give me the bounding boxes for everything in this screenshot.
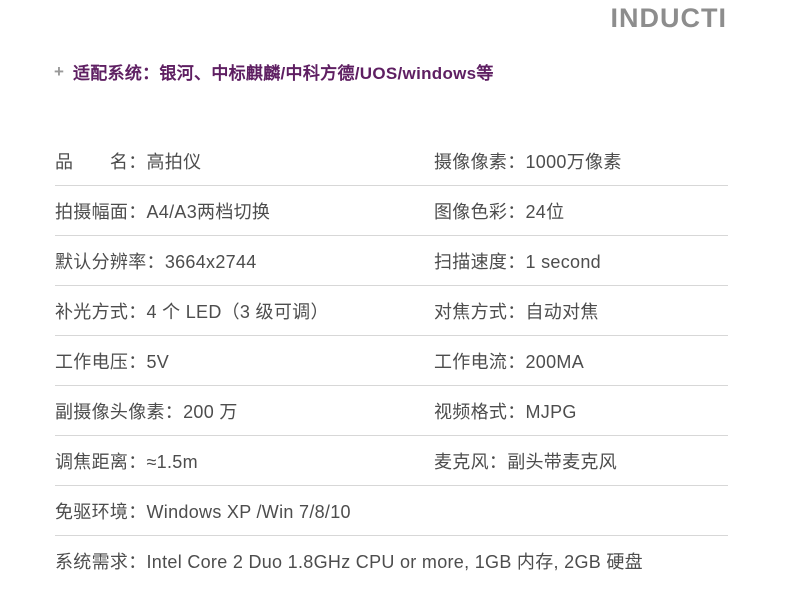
spec-value: 200MA xyxy=(525,351,585,372)
spec-cell-secondary-camera: 副摄像头像素：200 万 xyxy=(55,398,434,424)
spec-row-voltage: 工作电压：5V 工作电流：200MA xyxy=(55,336,728,386)
spec-value: ≈1.5m xyxy=(146,451,198,472)
spec-label: 默认分辨率： xyxy=(55,251,165,272)
spec-cell-driver-free-env: 免驱环境：Windows XP /Win 7/8/10 xyxy=(55,498,728,524)
spec-value: 自动对焦 xyxy=(525,301,599,322)
spec-label: 品 名： xyxy=(55,151,147,172)
spec-label: 调焦距离： xyxy=(55,451,147,472)
spec-label: 免驱环境： xyxy=(55,501,147,522)
compatible-systems-text: 适配系统：银河、中标麒麟/中科方德/UOS/windows等 xyxy=(72,64,494,83)
spec-value: Intel Core 2 Duo 1.8GHz CPU or more, 1GB… xyxy=(146,552,643,572)
spec-label: 对焦方式： xyxy=(434,301,526,322)
spec-label: 副摄像头像素： xyxy=(55,401,184,422)
spec-cell-current: 工作电流：200MA xyxy=(434,348,728,374)
spec-row-capture-size: 拍摄幅面：A4/A3两档切换 图像色彩：24位 xyxy=(55,186,728,236)
spec-cell-focus-distance: 调焦距离：≈1.5m xyxy=(55,448,434,474)
spec-row-secondary-camera: 副摄像头像素：200 万 视频格式：MJPG xyxy=(55,386,728,436)
spec-label: 拍摄幅面： xyxy=(55,201,147,222)
spec-value: 1 second xyxy=(525,251,601,272)
spec-value: A4/A3两档切换 xyxy=(146,201,271,222)
spec-cell-scan-speed: 扫描速度：1 second xyxy=(434,248,728,274)
brand-watermark: INDUCTI xyxy=(610,3,727,33)
spec-row-resolution: 默认分辨率：3664x2744 扫描速度：1 second xyxy=(55,236,728,286)
spec-cell-resolution: 默认分辨率：3664x2744 xyxy=(55,248,434,274)
spec-value: 5V xyxy=(146,351,170,372)
spec-row-product-name: 品 名：高拍仪 摄像像素：1000万像素 xyxy=(55,136,728,186)
spec-value: 副头带麦克风 xyxy=(507,451,618,472)
spec-cell-color-depth: 图像色彩：24位 xyxy=(434,198,728,224)
spec-row-system-requirements: 系统需求：Intel Core 2 Duo 1.8GHz CPU or more… xyxy=(55,536,728,586)
spec-cell-video-format: 视频格式：MJPG xyxy=(434,398,728,424)
spec-row-driver-free-env: 免驱环境：Windows XP /Win 7/8/10 xyxy=(55,486,728,536)
spec-cell-product-name: 品 名：高拍仪 xyxy=(55,148,434,174)
spec-cell-system-requirements: 系统需求：Intel Core 2 Duo 1.8GHz CPU or more… xyxy=(55,548,728,574)
spec-label: 补光方式： xyxy=(55,301,147,322)
plus-icon: + xyxy=(54,62,64,81)
spec-label: 工作电压： xyxy=(55,351,147,372)
spec-label: 工作电流： xyxy=(434,351,526,372)
spec-cell-fill-light: 补光方式：4 个 LED（3 级可调） xyxy=(55,298,434,324)
spec-value: 3664x2744 xyxy=(164,251,257,272)
spec-value: 24位 xyxy=(525,201,565,222)
spec-label: 视频格式： xyxy=(434,401,526,422)
spec-value: 200 万 xyxy=(183,401,238,422)
spec-label: 扫描速度： xyxy=(434,251,526,272)
spec-table: 品 名：高拍仪 摄像像素：1000万像素 拍摄幅面：A4/A3两档切换 图像色彩… xyxy=(55,136,728,586)
compatible-systems-line: + 适配系统：银河、中标麒麟/中科方德/UOS/windows等 xyxy=(54,59,494,84)
spec-row-fill-light: 补光方式：4 个 LED（3 级可调） 对焦方式：自动对焦 xyxy=(55,286,728,336)
spec-value: Windows XP /Win 7/8/10 xyxy=(146,501,351,522)
spec-label: 系统需求： xyxy=(55,552,147,572)
spec-label: 摄像像素： xyxy=(434,151,526,172)
spec-label: 图像色彩： xyxy=(434,201,526,222)
spec-label: 麦克风： xyxy=(434,451,508,472)
spec-cell-camera-pixels: 摄像像素：1000万像素 xyxy=(434,148,728,174)
spec-cell-voltage: 工作电压：5V xyxy=(55,348,434,374)
spec-cell-microphone: 麦克风：副头带麦克风 xyxy=(434,448,728,474)
spec-value: 1000万像素 xyxy=(525,151,622,172)
spec-row-focus-distance: 调焦距离：≈1.5m 麦克风：副头带麦克风 xyxy=(55,436,728,486)
spec-cell-capture-size: 拍摄幅面：A4/A3两档切换 xyxy=(55,198,434,224)
spec-value: MJPG xyxy=(525,401,577,422)
spec-value: 4 个 LED（3 级可调） xyxy=(146,301,329,322)
spec-cell-focus-mode: 对焦方式：自动对焦 xyxy=(434,298,728,324)
spec-value: 高拍仪 xyxy=(146,151,202,172)
